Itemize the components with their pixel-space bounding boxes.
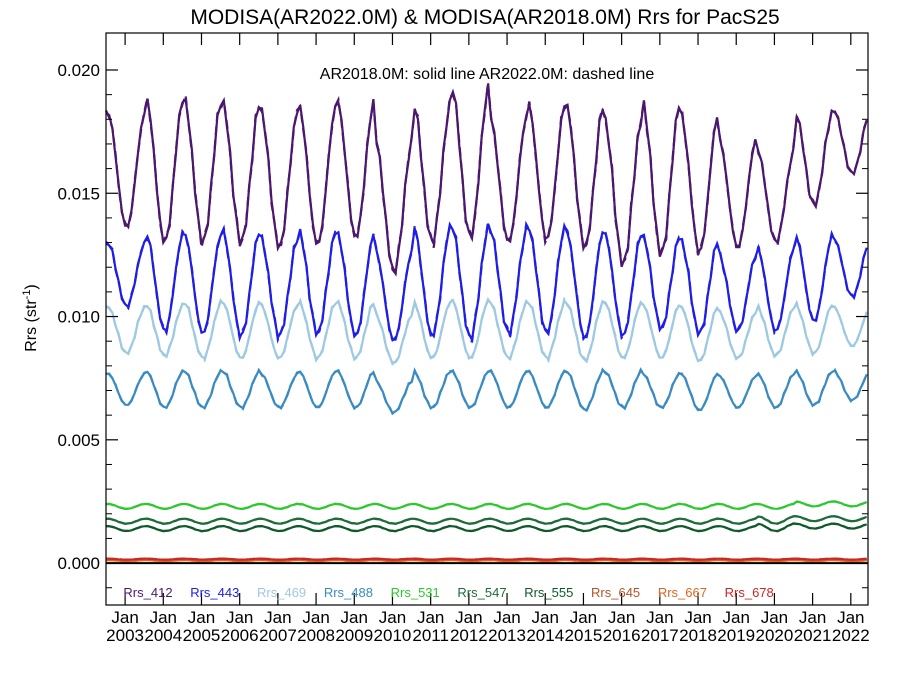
legend-entry-Rrs_412: Rrs_412 (123, 585, 172, 600)
x-tick-label-month: Jan (761, 608, 788, 627)
legend-entry-Rrs_488: Rrs_488 (324, 585, 373, 600)
series-line-Rrs_443-dashed (105, 220, 868, 344)
x-tick-label-month: Jan (379, 608, 406, 627)
x-tick-label-month: Jan (150, 608, 177, 627)
legend-entry-Rrs_667: Rrs_667 (658, 585, 707, 600)
series-line-Rrs_488-dashed (105, 367, 868, 416)
x-tick-label-month: Jan (532, 608, 559, 627)
x-tick-label-year: 2013 (488, 626, 526, 645)
x-tick-label-year: 2007 (259, 626, 297, 645)
y-tick-label: 0.000 (57, 554, 100, 573)
x-tick-label-year: 2008 (297, 626, 335, 645)
x-tick-label-year: 2011 (412, 626, 449, 645)
x-tick-label-year: 2015 (565, 626, 603, 645)
x-tick-label-year: 2018 (679, 626, 717, 645)
x-tick-label-year: 2005 (183, 626, 221, 645)
legend: Rrs_412 Rrs_443 Rrs_469 Rrs_488 Rrs_531 Rrs_5… (123, 585, 773, 600)
legend-entry-Rrs_469: Rrs_469 (257, 585, 306, 600)
series-line-Rrs_531-dashed (105, 500, 868, 511)
x-tick-label-month: Jan (111, 608, 138, 627)
x-tick-label-month: Jan (799, 608, 826, 627)
y-tick-label: 0.010 (57, 308, 100, 327)
plot-frame (105, 32, 869, 606)
series-line-Rrs_678-dashed (105, 557, 867, 561)
x-tick-label-month: Jan (341, 608, 368, 627)
series-line-Rrs_412-solid (105, 84, 868, 277)
x-tick-label-year: 2010 (374, 626, 412, 645)
x-tick-label-month: Jan (837, 608, 864, 627)
axes-layer: 0.0000.0050.0100.0150.020Jan2003Jan2004J… (57, 32, 870, 645)
y-axis-label-close: ) (23, 284, 40, 289)
x-tick-label-month: Jan (723, 608, 750, 627)
x-tick-label-year: 2003 (106, 626, 144, 645)
x-tick-label-month: Jan (302, 608, 329, 627)
legend-entry-Rrs_531: Rrs_531 (391, 585, 440, 600)
x-tick-label-year: 2014 (526, 626, 564, 645)
x-tick-label-month: Jan (455, 608, 482, 627)
y-axis-label-sup: -1 (21, 290, 33, 300)
x-tick-label-month: Jan (493, 608, 520, 627)
chart-title: MODISA(AR2022.0M) & MODISA(AR2018.0M) Rr… (190, 6, 779, 29)
x-tick-label-year: 2004 (144, 626, 182, 645)
x-tick-label-year: 2017 (641, 626, 679, 645)
legend-entry-Rrs_678: Rrs_678 (725, 585, 774, 600)
y-tick-label: 0.005 (57, 431, 100, 450)
x-tick-label-month: Jan (188, 608, 215, 627)
series-line-Rrs_547-dashed (105, 515, 868, 525)
y-axis-label: Rrs (str-1) (21, 284, 40, 352)
series-line-Rrs_488-solid (105, 367, 868, 415)
y-axis-label-base: Rrs (str (23, 299, 40, 352)
x-tick-label-year: 2006 (221, 626, 259, 645)
x-tick-label-year: 2020 (756, 626, 794, 645)
x-tick-label-year: 2016 (603, 626, 641, 645)
legend-entry-Rrs_555: Rrs_555 (524, 585, 573, 600)
x-tick-label-month: Jan (226, 608, 253, 627)
x-tick-label-year: 2012 (450, 626, 488, 645)
y-tick-label: 0.015 (57, 184, 100, 203)
x-tick-label-month: Jan (570, 608, 597, 627)
x-tick-label-month: Jan (608, 608, 635, 627)
series-layer (104, 82, 868, 563)
legend-entry-Rrs_645: Rrs_645 (591, 585, 640, 600)
chart-subtitle: AR2018.0M: solid line AR2022.0M: dashed … (320, 66, 655, 83)
series-line-Rrs_667-dashed (106, 558, 867, 563)
x-tick-label-year: 2022 (832, 626, 870, 645)
x-tick-label-month: Jan (646, 608, 673, 627)
series-line-Rrs_469-dashed (105, 296, 868, 364)
x-tick-label-month: Jan (684, 608, 711, 627)
x-tick-label-year: 2021 (794, 626, 832, 645)
series-line-Rrs_469-solid (105, 297, 868, 366)
y-tick-label: 0.020 (57, 61, 100, 80)
x-tick-label-year: 2019 (717, 626, 755, 645)
x-tick-label-month: Jan (264, 608, 291, 627)
legend-entry-Rrs_547: Rrs_547 (457, 585, 506, 600)
legend-entry-Rrs_443: Rrs_443 (190, 585, 239, 600)
x-tick-label-month: Jan (417, 608, 444, 627)
series-line-Rrs_555-dashed (105, 522, 867, 533)
x-tick-label-year: 2009 (335, 626, 373, 645)
